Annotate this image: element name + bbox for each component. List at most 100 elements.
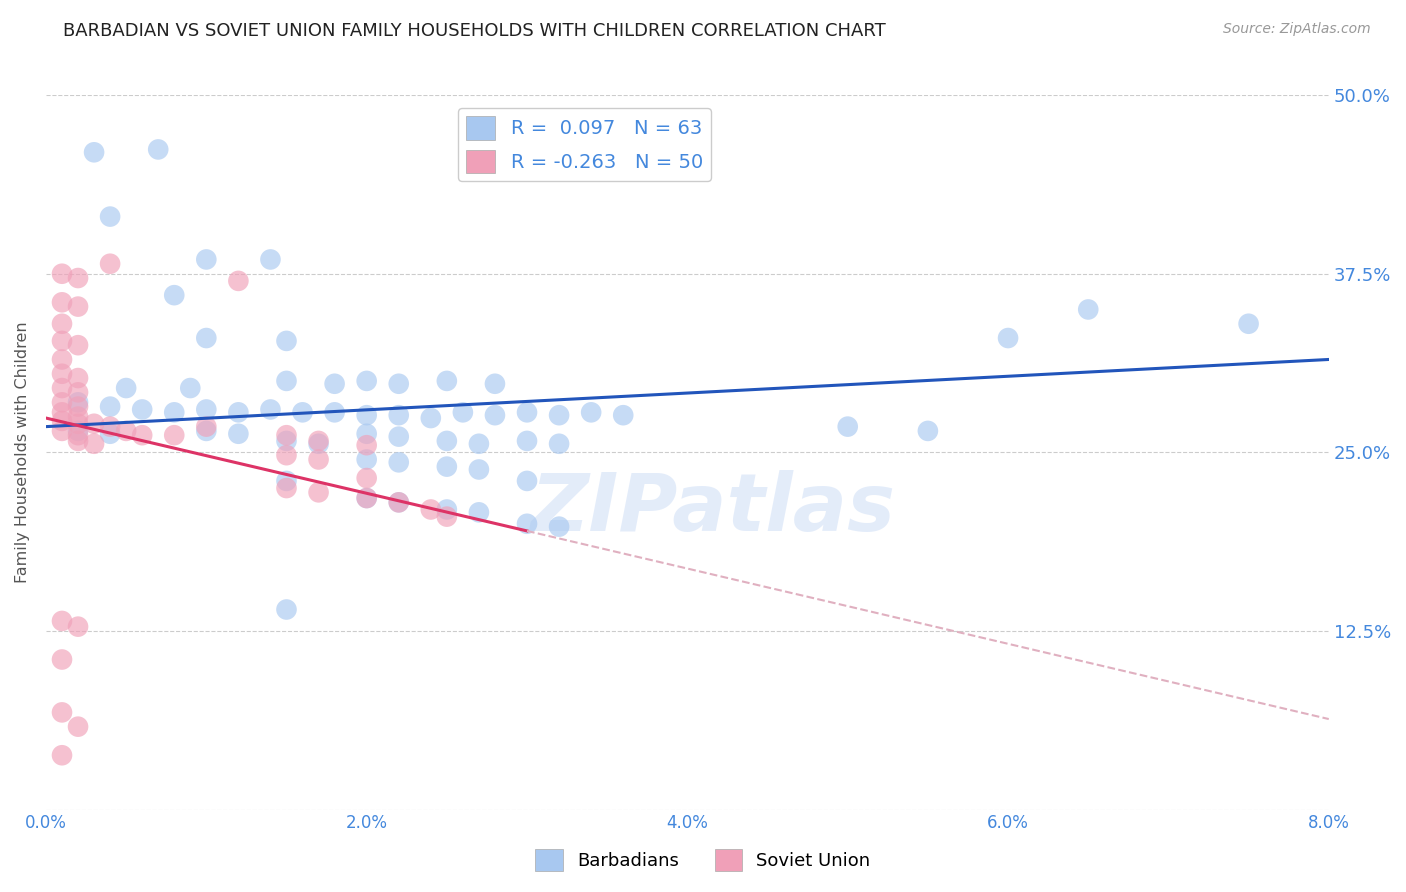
Point bbox=[276, 448, 298, 462]
Point bbox=[67, 620, 90, 634]
Point bbox=[276, 428, 298, 442]
Point bbox=[308, 436, 330, 450]
Point bbox=[436, 434, 458, 448]
Point bbox=[51, 748, 73, 763]
Point bbox=[83, 436, 105, 450]
Point bbox=[548, 519, 571, 533]
Point bbox=[51, 414, 73, 428]
Point bbox=[356, 491, 378, 505]
Point bbox=[195, 419, 218, 434]
Point bbox=[148, 143, 170, 157]
Point bbox=[51, 352, 73, 367]
Point bbox=[276, 481, 298, 495]
Point bbox=[356, 438, 378, 452]
Point bbox=[51, 424, 73, 438]
Point bbox=[131, 428, 153, 442]
Point bbox=[51, 405, 73, 419]
Point bbox=[388, 495, 411, 509]
Point bbox=[436, 459, 458, 474]
Point bbox=[163, 428, 186, 442]
Point bbox=[468, 462, 491, 476]
Point bbox=[195, 252, 218, 267]
Point bbox=[67, 271, 90, 285]
Point bbox=[356, 426, 378, 441]
Point bbox=[436, 502, 458, 516]
Point bbox=[67, 338, 90, 352]
Point bbox=[276, 474, 298, 488]
Point bbox=[516, 516, 538, 531]
Point bbox=[51, 367, 73, 381]
Point bbox=[51, 706, 73, 720]
Point bbox=[548, 408, 571, 422]
Point bbox=[83, 417, 105, 431]
Point bbox=[67, 428, 90, 442]
Text: ZIPatlas: ZIPatlas bbox=[530, 470, 896, 549]
Point bbox=[419, 502, 441, 516]
Point bbox=[163, 405, 186, 419]
Point bbox=[163, 288, 186, 302]
Point bbox=[419, 411, 441, 425]
Point bbox=[388, 408, 411, 422]
Point bbox=[323, 405, 346, 419]
Point bbox=[67, 720, 90, 734]
Point bbox=[51, 334, 73, 348]
Point bbox=[516, 434, 538, 448]
Point bbox=[356, 471, 378, 485]
Point bbox=[484, 376, 506, 391]
Point bbox=[388, 455, 411, 469]
Point bbox=[259, 252, 281, 267]
Point bbox=[356, 491, 378, 505]
Point bbox=[98, 426, 121, 441]
Point bbox=[67, 434, 90, 448]
Point bbox=[179, 381, 201, 395]
Point bbox=[451, 405, 474, 419]
Point bbox=[67, 424, 90, 438]
Point bbox=[356, 408, 378, 422]
Point bbox=[276, 602, 298, 616]
Point bbox=[98, 257, 121, 271]
Point bbox=[131, 402, 153, 417]
Point bbox=[516, 405, 538, 419]
Point bbox=[195, 331, 218, 345]
Legend: Barbadians, Soviet Union: Barbadians, Soviet Union bbox=[529, 842, 877, 879]
Point bbox=[115, 424, 138, 438]
Point bbox=[308, 452, 330, 467]
Point bbox=[67, 409, 90, 424]
Point bbox=[436, 374, 458, 388]
Point bbox=[484, 408, 506, 422]
Point bbox=[51, 381, 73, 395]
Point bbox=[228, 274, 250, 288]
Point bbox=[436, 509, 458, 524]
Text: BARBADIAN VS SOVIET UNION FAMILY HOUSEHOLDS WITH CHILDREN CORRELATION CHART: BARBADIAN VS SOVIET UNION FAMILY HOUSEHO… bbox=[63, 22, 886, 40]
Point bbox=[548, 436, 571, 450]
Point bbox=[228, 426, 250, 441]
Text: Source: ZipAtlas.com: Source: ZipAtlas.com bbox=[1223, 22, 1371, 37]
Point bbox=[98, 419, 121, 434]
Point bbox=[67, 400, 90, 414]
Point bbox=[67, 395, 90, 409]
Point bbox=[388, 429, 411, 443]
Point bbox=[228, 405, 250, 419]
Point bbox=[67, 371, 90, 385]
Point bbox=[51, 267, 73, 281]
Point bbox=[1077, 302, 1099, 317]
Point bbox=[468, 436, 491, 450]
Point bbox=[516, 474, 538, 488]
Point bbox=[98, 400, 121, 414]
Point bbox=[67, 300, 90, 314]
Point bbox=[388, 376, 411, 391]
Y-axis label: Family Households with Children: Family Households with Children bbox=[15, 321, 30, 583]
Point bbox=[388, 495, 411, 509]
Point bbox=[1237, 317, 1260, 331]
Point bbox=[259, 402, 281, 417]
Point bbox=[612, 408, 634, 422]
Point bbox=[276, 434, 298, 448]
Point bbox=[308, 485, 330, 500]
Point bbox=[276, 334, 298, 348]
Point bbox=[51, 652, 73, 666]
Point bbox=[51, 317, 73, 331]
Point bbox=[83, 145, 105, 160]
Point bbox=[51, 614, 73, 628]
Point bbox=[997, 331, 1019, 345]
Point bbox=[291, 405, 314, 419]
